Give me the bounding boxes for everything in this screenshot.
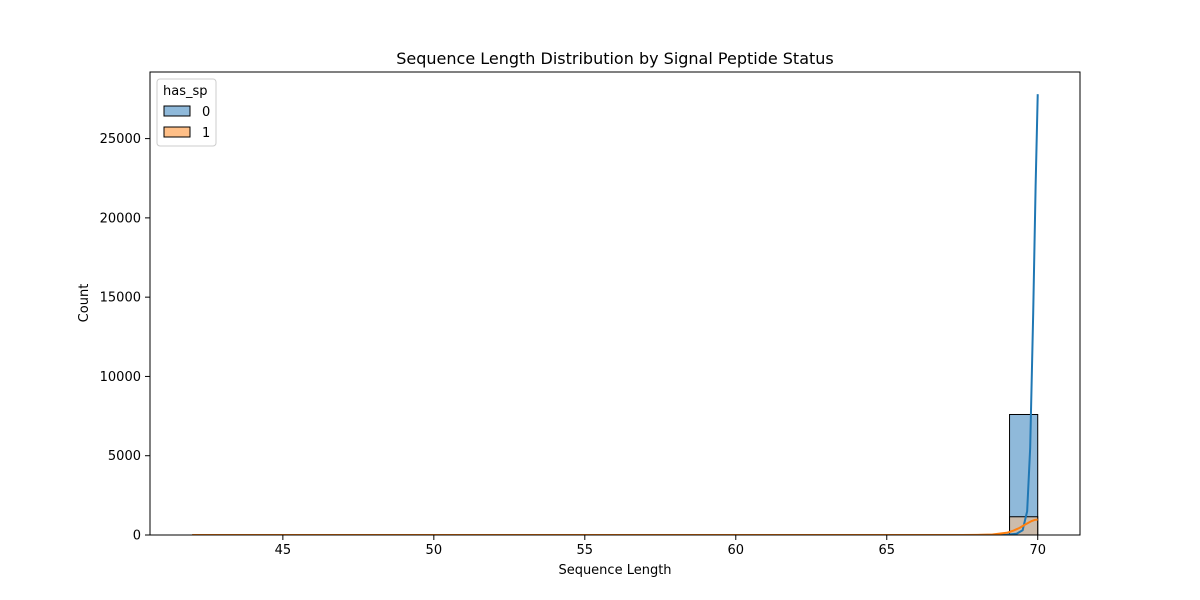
x-tick-label: 55 (577, 543, 594, 558)
kde-line-0 (192, 94, 1039, 535)
y-axis-ticks: 0 5000 10000 15000 20000 25000 (100, 132, 150, 544)
y-tick-label: 0 (133, 529, 141, 544)
y-tick-label: 10000 (100, 370, 141, 385)
x-tick-label: 50 (426, 543, 443, 558)
x-tick-label: 65 (878, 543, 895, 558)
x-tick-label: 70 (1029, 543, 1046, 558)
legend-swatch-1 (163, 126, 191, 138)
chart-title: Sequence Length Distribution by Signal P… (396, 49, 834, 68)
x-tick-label: 45 (275, 543, 292, 558)
legend-label-1: 1 (202, 126, 210, 141)
series-bars-0 (1009, 413, 1039, 536)
legend-label-0: 0 (202, 105, 210, 120)
x-axis-ticks: 45 50 55 60 65 70 (275, 535, 1046, 558)
y-axis-label: Count (77, 284, 92, 323)
y-tick-label: 20000 (100, 211, 141, 226)
kde-line-1 (192, 518, 1038, 535)
histogram-bar (1009, 413, 1039, 536)
y-tick-label: 25000 (100, 132, 141, 147)
legend-swatch-0 (163, 105, 191, 117)
x-axis-label: Sequence Length (558, 563, 671, 578)
y-tick-label: 15000 (100, 291, 141, 306)
x-tick-label: 60 (728, 543, 745, 558)
y-tick-label: 5000 (108, 449, 141, 464)
legend: has_sp 0 1 (156, 78, 217, 147)
legend-title: has_sp (163, 84, 208, 99)
plot-area: 45 50 55 60 65 70 0 5000 10000 15000 20000 25000 (100, 71, 1081, 558)
plot-frame (149, 71, 1081, 536)
